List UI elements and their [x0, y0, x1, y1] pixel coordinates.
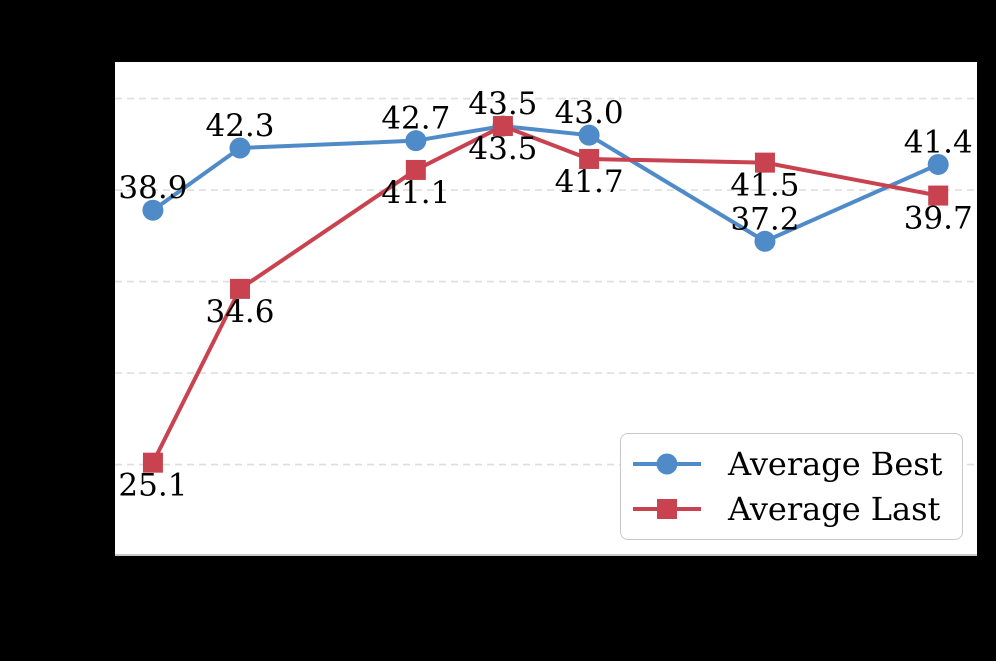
data-point-marker-average-last	[579, 148, 600, 169]
data-point-label-average-last: 25.1	[118, 468, 187, 504]
legend-label-average-last: Average Last	[728, 490, 941, 529]
data-point-label-average-best: 37.2	[730, 201, 799, 237]
data-point-label-average-best: 43.0	[555, 95, 624, 131]
data-point-label-average-best: 41.4	[904, 124, 973, 160]
data-point-marker-average-best	[405, 130, 427, 152]
data-point-label-average-best: 42.3	[205, 108, 274, 144]
data-point-label-average-last: 34.6	[205, 294, 274, 330]
legend-label-average-best: Average Best	[728, 444, 943, 483]
data-point-marker-average-best	[754, 230, 776, 252]
data-point-marker-average-last	[928, 185, 949, 206]
data-point-label-average-last: 41.1	[381, 175, 450, 211]
legend-entry-average-last: Average Last	[631, 493, 962, 525]
data-point-label-average-best: 42.7	[381, 101, 450, 137]
legend-line-square-icon	[633, 499, 701, 520]
data-point-marker-average-last	[405, 159, 426, 180]
legend-entry-average-best: Average Best	[631, 448, 962, 480]
legend: Average Best Average Last	[620, 433, 963, 540]
data-point-label-average-best: 38.9	[118, 170, 187, 206]
data-point-label-average-last: 43.5	[468, 86, 537, 122]
data-point-marker-average-best	[142, 199, 164, 221]
data-point-marker-average-last	[492, 116, 513, 137]
data-point-marker-average-best	[578, 124, 600, 146]
data-point-label-average-last: 41.5	[730, 168, 799, 204]
data-point-label-average-best: 43.5	[468, 131, 537, 167]
data-point-marker-average-best	[927, 153, 949, 175]
data-point-marker-average-last	[142, 452, 163, 473]
data-point-marker-average-best	[229, 137, 251, 159]
data-point-label-average-last: 39.7	[904, 201, 973, 237]
data-point-marker-average-last	[229, 278, 250, 299]
data-point-marker-average-last	[754, 152, 775, 173]
data-point-label-average-last: 41.7	[555, 164, 624, 200]
legend-line-circle-icon	[633, 453, 701, 475]
